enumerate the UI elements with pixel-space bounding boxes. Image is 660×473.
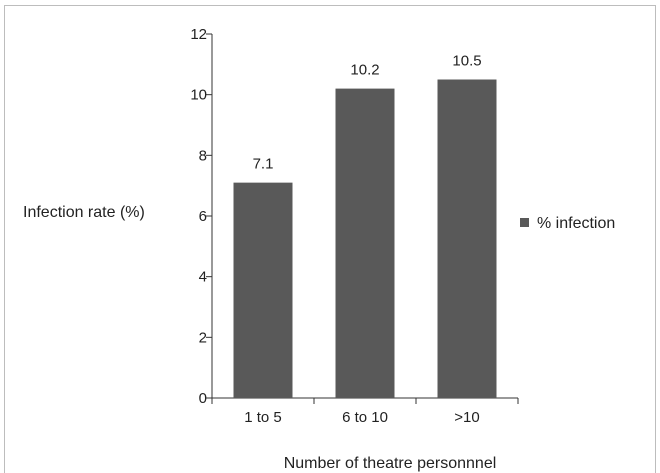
y-axis-label: Infection rate (%): [23, 204, 145, 221]
y-tick-label: 2: [199, 329, 207, 346]
y-tick-label: 12: [190, 26, 207, 43]
bar: [437, 79, 497, 398]
legend-swatch: [520, 218, 529, 227]
data-label: 10.5: [452, 53, 481, 70]
legend-label: % infection: [537, 215, 615, 232]
bars: [233, 79, 497, 398]
data-label: 10.2: [350, 62, 379, 79]
y-tick-label: 10: [190, 87, 207, 104]
y-tick-label: 0: [199, 390, 207, 407]
data-labels: 7.1 10.2 10.5: [253, 53, 482, 173]
chart-frame: [4, 5, 656, 473]
y-tick-label: 8: [199, 147, 207, 164]
data-label: 7.1: [253, 156, 274, 173]
x-axis-label: Number of theatre personnnel: [284, 455, 497, 472]
legend: % infection: [520, 215, 615, 232]
y-tick-label: 4: [199, 269, 207, 286]
x-tick-label: >10: [454, 409, 479, 426]
y-tick-label: 6: [199, 208, 207, 225]
bar: [233, 182, 293, 398]
x-tick-label: 6 to 10: [342, 409, 388, 426]
x-axis: 1 to 5 6 to 10 >10: [211, 397, 519, 426]
x-tick-label: 1 to 5: [244, 409, 282, 426]
bar: [335, 88, 395, 398]
y-axis: 0 2 4 6 8 10 12: [190, 26, 213, 407]
